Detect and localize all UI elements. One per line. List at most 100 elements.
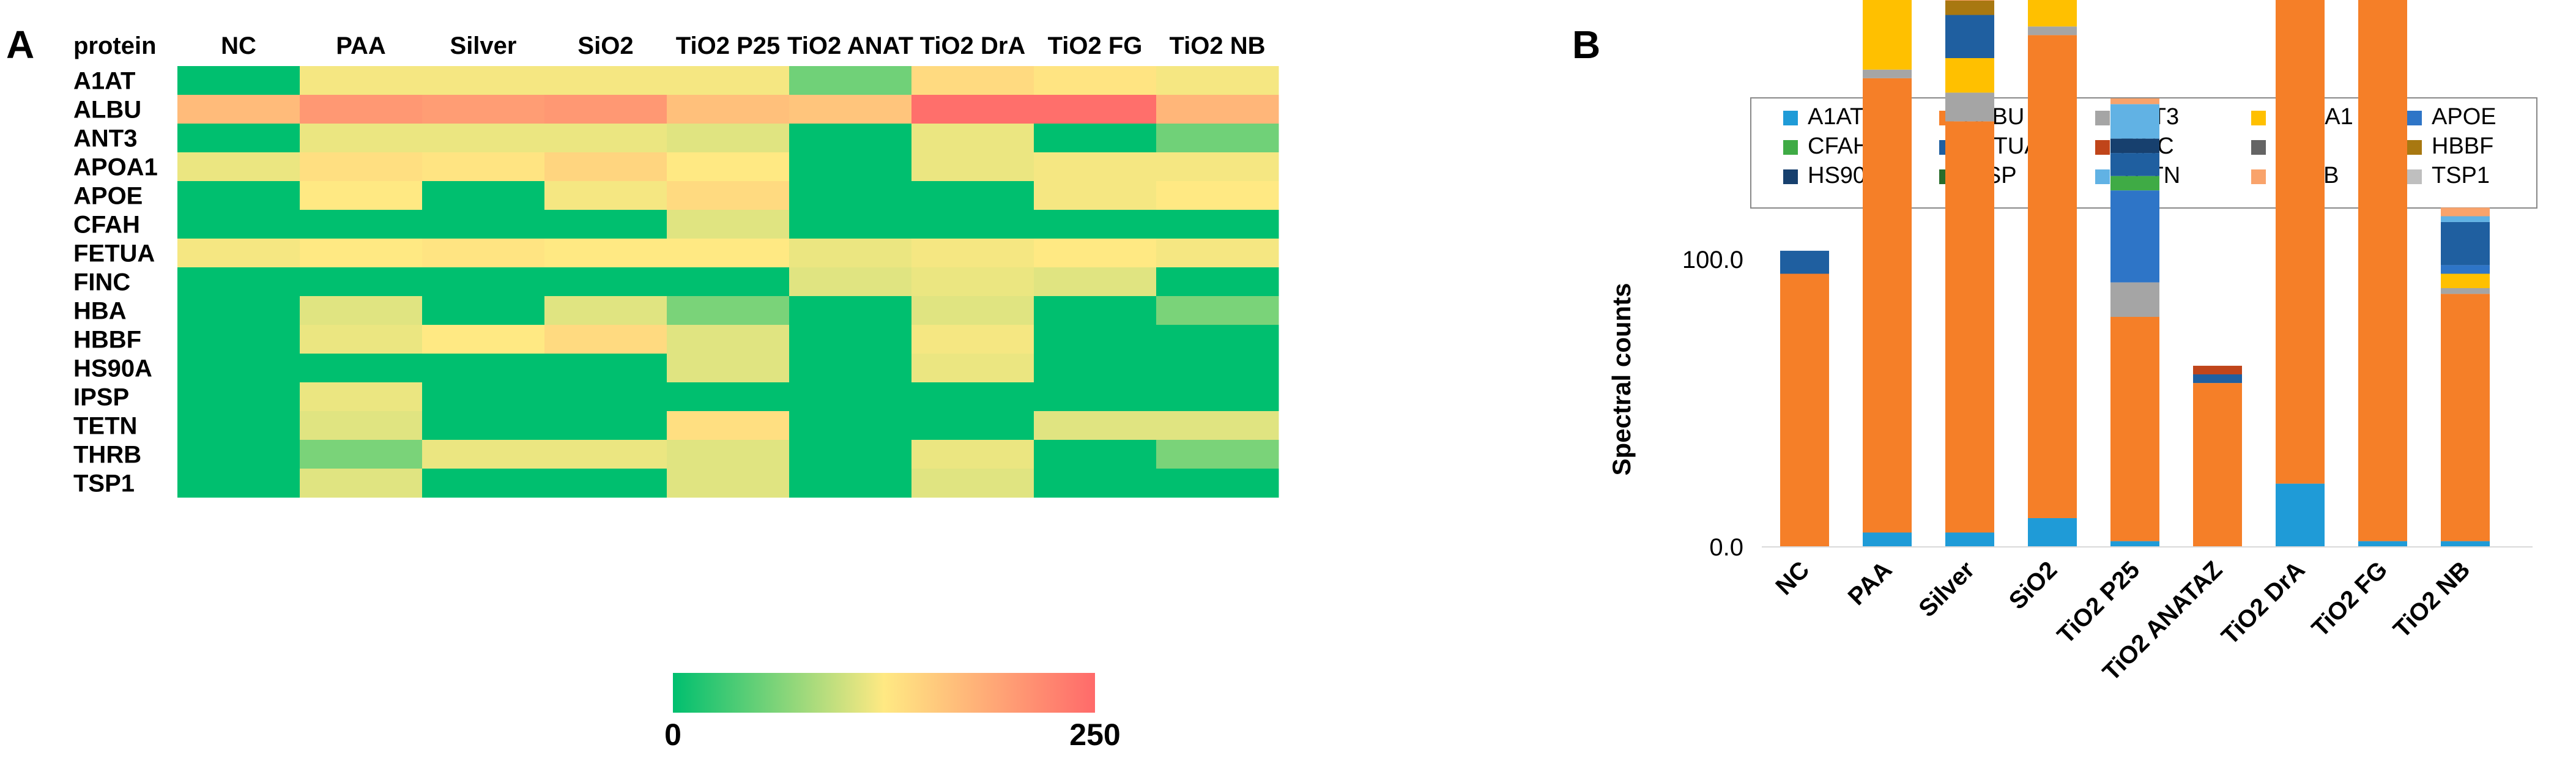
heatmap-cell [544, 267, 667, 297]
colorbar-max-label: 250 [1069, 718, 1120, 752]
heatmap-cell [544, 239, 667, 268]
heatmap-cell [667, 411, 790, 440]
heatmap-cell [789, 411, 912, 440]
heatmap-row-label: CFAH [73, 212, 140, 239]
heatmap-cell [667, 296, 790, 325]
heatmap-cell [1156, 354, 1279, 383]
heatmap-cell [789, 267, 912, 297]
heatmap-cell [1156, 124, 1279, 153]
heatmap-cell [544, 181, 667, 210]
heatmap-cell [422, 124, 545, 153]
heatmap-cell [544, 354, 667, 383]
heatmap-cell [177, 239, 300, 268]
heatmap-cell [667, 267, 790, 297]
bar-segment [2028, 35, 2077, 518]
y-axis-label: Spectral counts [1607, 283, 1636, 475]
legend-swatch [2407, 111, 2422, 125]
legend-swatch [2251, 140, 2266, 155]
heatmap-cell [300, 124, 423, 153]
bar-segment [2110, 176, 2159, 191]
heatmap-cell [177, 354, 300, 383]
bar-segment [2110, 190, 2159, 283]
heatmap-row-label: HBBF [73, 327, 141, 354]
heatmap-cell [422, 296, 545, 325]
legend-swatch [2095, 169, 2110, 184]
heatmap-cell [789, 440, 912, 469]
heatmap-cell [544, 382, 667, 412]
heatmap-cell [1034, 66, 1157, 95]
heatmap-row-label: FETUA [73, 240, 155, 267]
heatmap-row-label: HBA [73, 298, 127, 325]
heatmap-cell [667, 440, 790, 469]
heatmap-cell [667, 124, 790, 153]
y-tick-label: 100.0 [1682, 247, 1743, 273]
bar-segment [1863, 78, 1912, 533]
heatmap-cell [789, 469, 912, 498]
x-tick-label: NC [1770, 556, 1814, 600]
heatmap-cell [422, 66, 545, 95]
heatmap-cell [789, 325, 912, 354]
heatmap-cell [300, 152, 423, 182]
x-tick-label: TiO2 NB [2388, 556, 2475, 643]
legend-entry: CFAH [1808, 133, 1869, 159]
heatmap-cell [667, 66, 790, 95]
heatmap-cell [177, 152, 300, 182]
heatmap-cell [1156, 267, 1279, 297]
heatmap-cell [1156, 440, 1279, 469]
bar-segment [2028, 26, 2077, 35]
legend-swatch [2407, 169, 2422, 184]
heatmap-cell [300, 440, 423, 469]
heatmap-cell [789, 66, 912, 95]
heatmap-row-label: TSP1 [73, 470, 135, 497]
heatmap-col-label: TiO2 NB [1169, 32, 1265, 59]
heatmap-cell [300, 267, 423, 297]
heatmap-cell [1156, 66, 1279, 95]
heatmap-cell [177, 210, 300, 239]
heatmap-cell [1034, 95, 1157, 124]
panel-b-label: B [1572, 23, 1600, 67]
heatmap-cell [1156, 296, 1279, 325]
bar-segment [1945, 15, 1994, 58]
heatmap-cell [911, 152, 1034, 182]
legend-entry: A1AT [1808, 104, 1864, 130]
bar-segment [2441, 294, 2490, 541]
heatmap-cell [1156, 181, 1279, 210]
heatmap-cell [789, 239, 912, 268]
bar-segment [2110, 138, 2159, 154]
heatmap-cell [1156, 382, 1279, 412]
heatmap-cell [177, 469, 300, 498]
heatmap-cell [544, 325, 667, 354]
heatmap-cell [544, 95, 667, 124]
heatmap-col-label: TiO2 P25 [676, 32, 780, 59]
heatmap-row-label: HS90A [73, 355, 152, 382]
heatmap-col-label: SiO2 [577, 32, 633, 59]
heatmap-cell [422, 440, 545, 469]
heatmap-cell [177, 181, 300, 210]
heatmap-cell [544, 296, 667, 325]
bar-segment [2110, 98, 2159, 105]
heatmap-cell [177, 382, 300, 412]
heatmap-column-labels: NC PAA Silver SiO2 TiO2 P25 TiO2 ANAT TiO2 DrA… [221, 32, 1265, 59]
heatmap-cell [1034, 239, 1157, 268]
heatmap-cell [667, 469, 790, 498]
heatmap-col-label: TiO2 DrA [920, 32, 1026, 59]
bar-segment [1945, 58, 1994, 93]
heatmap-cell [1034, 325, 1157, 354]
heatmap-col-label: TiO2 ANAT [787, 32, 913, 59]
heatmap-row-label: A1AT [73, 68, 135, 95]
bar-segment [2441, 273, 2490, 288]
legend-entry: HBBF [2432, 133, 2493, 159]
heatmap-cell [667, 354, 790, 383]
heatmap-cell [1034, 354, 1157, 383]
heatmap-cell [422, 210, 545, 239]
bar-segment [2193, 365, 2242, 374]
heatmap-colorbar [673, 673, 1095, 713]
heatmap-cell [544, 440, 667, 469]
heatmap-cell [911, 239, 1034, 268]
bar-segment [1945, 532, 1994, 547]
heatmap-cell [789, 181, 912, 210]
heatmap-cell [1034, 124, 1157, 153]
heatmap-cell [911, 296, 1034, 325]
heatmap-cell [667, 181, 790, 210]
